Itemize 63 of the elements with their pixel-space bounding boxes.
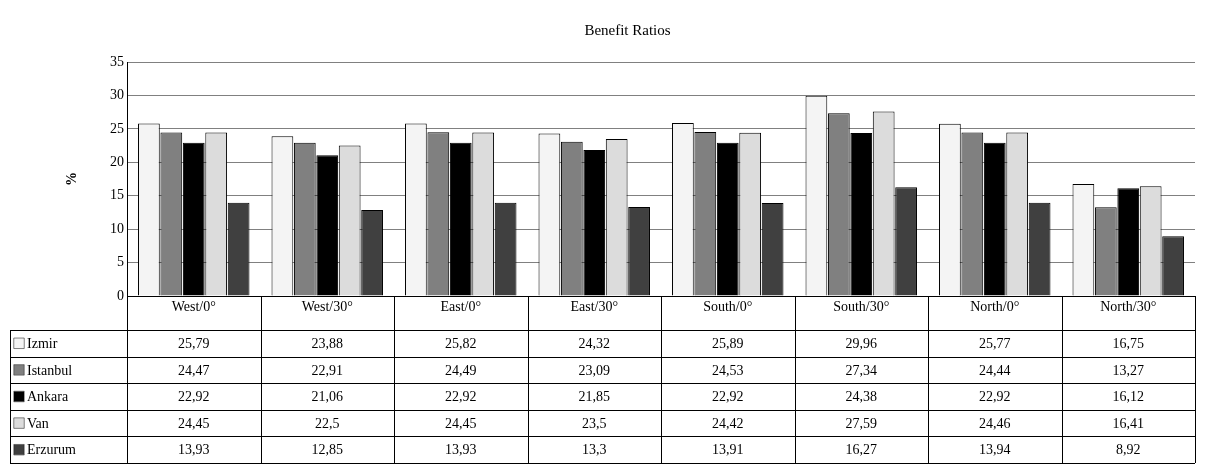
legend-label: Erzurum	[27, 442, 77, 458]
data-label: 21,06	[311, 389, 343, 405]
data-label: 16,75	[1112, 335, 1144, 351]
data-label: 24,46	[979, 415, 1011, 431]
y-tick-label: 15	[110, 187, 124, 203]
data-label: 16,27	[845, 442, 877, 458]
data-label: 24,47	[178, 362, 210, 378]
y-tick-label: 35	[110, 53, 124, 69]
data-label: 27,34	[845, 362, 877, 378]
data-label: 24,32	[578, 335, 610, 351]
y-tick-label: 20	[110, 153, 124, 169]
y-axis-title: %	[64, 172, 80, 186]
data-label: 24,38	[845, 389, 877, 405]
data-label: 24,42	[712, 415, 744, 431]
data-label: 22,92	[445, 389, 477, 405]
y-tick-label: 10	[110, 220, 124, 236]
data-label: 21,85	[578, 389, 610, 405]
y-tick-label: 0	[117, 287, 124, 303]
data-label: 13,93	[445, 442, 477, 458]
data-label: 12,85	[311, 442, 343, 458]
x-tick-label: West/30°	[301, 298, 353, 314]
data-label: 13,91	[712, 442, 744, 458]
x-tick-label: East/0°	[440, 298, 482, 314]
data-label: 24,53	[712, 362, 744, 378]
legend-label: Izmir	[27, 335, 58, 351]
data-label: 22,5	[315, 415, 340, 431]
data-label: 16,41	[1112, 415, 1144, 431]
data-label: 24,45	[445, 415, 477, 431]
data-label: 22,92	[712, 389, 744, 405]
data-label: 22,92	[178, 389, 210, 405]
data-label: 23,5	[582, 415, 607, 431]
data-label: 24,49	[445, 362, 477, 378]
data-label: 25,89	[712, 335, 744, 351]
chart-title: Benefit Ratios	[584, 21, 671, 38]
legend-label: Ankara	[27, 389, 69, 405]
data-label: 22,92	[979, 389, 1011, 405]
y-tick-label: 30	[110, 87, 124, 103]
data-label: 13,27	[1112, 362, 1144, 378]
data-label: 16,12	[1112, 389, 1144, 405]
data-label: 13,3	[582, 442, 607, 458]
x-tick-label: East/30°	[570, 298, 619, 314]
data-label: 23,88	[311, 335, 343, 351]
data-label: 22,91	[311, 362, 343, 378]
data-label: 24,44	[979, 362, 1011, 378]
x-tick-label: North/0°	[970, 298, 1020, 314]
data-label: 25,77	[979, 335, 1011, 351]
data-label: 13,93	[178, 442, 210, 458]
y-tick-label: 25	[110, 120, 124, 136]
data-label: 24,45	[178, 415, 210, 431]
x-tick-label: South/0°	[703, 298, 753, 314]
data-label: 25,79	[178, 335, 210, 351]
y-tick-label: 5	[117, 254, 124, 270]
legend-label: Van	[27, 415, 49, 431]
data-label: 27,59	[845, 415, 877, 431]
x-tick-label: North/30°	[1100, 298, 1157, 314]
legend-label: Istanbul	[27, 362, 73, 378]
data-label: 29,96	[845, 335, 877, 351]
data-label: 23,09	[578, 362, 610, 378]
x-tick-label: South/30°	[833, 298, 890, 314]
data-label: 13,94	[979, 442, 1011, 458]
x-tick-label: West/0°	[171, 298, 216, 314]
data-label: 8,92	[1116, 442, 1141, 458]
data-label: 25,82	[445, 335, 477, 351]
